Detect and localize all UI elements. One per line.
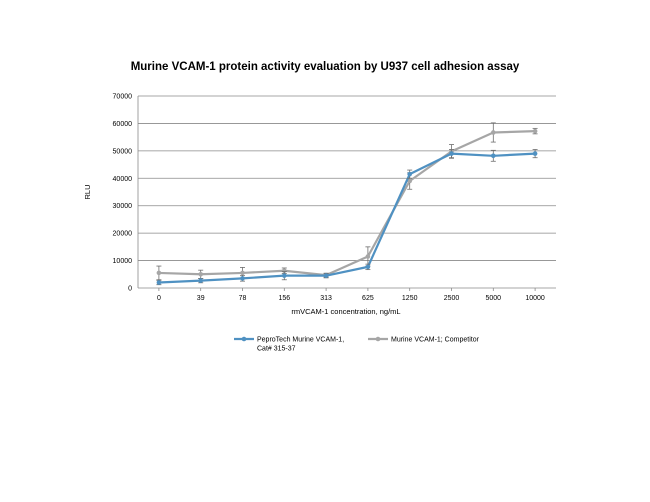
x-tick-label: 5000 (486, 295, 502, 302)
x-tick-label: 625 (362, 295, 374, 302)
data-point (198, 278, 203, 283)
y-tick-label: 60000 (113, 121, 133, 128)
y-tick-label: 0 (128, 286, 132, 293)
x-tick-label: 39 (197, 295, 205, 302)
y-axis-label: RLU (83, 184, 92, 199)
data-point (156, 280, 162, 285)
y-tick-label: 10000 (113, 258, 133, 265)
data-point (240, 270, 245, 276)
legend-entry-2: Murine VCAM-1; Competitor (368, 337, 480, 344)
data-point (156, 270, 162, 276)
y-tick-label: 40000 (113, 176, 133, 183)
y-tick-labels: 0 10000 20000 30000 40000 50000 60000 70000 (113, 94, 133, 293)
x-tick-label: 78 (239, 295, 247, 302)
y-tick-label: 30000 (113, 203, 133, 210)
legend-marker (241, 336, 247, 342)
data-point (491, 130, 496, 135)
legend: PeproTech Murine VCAM-1, Cat# 315-37 Murin… (234, 337, 480, 353)
x-tick-label: 10000 (525, 295, 545, 302)
data-point (365, 254, 371, 259)
legend-label: Murine VCAM-1; Competitor (391, 337, 480, 344)
legend-label: PeproTech Murine VCAM-1, (257, 337, 344, 344)
data-point (532, 128, 538, 134)
data-point (198, 271, 203, 277)
legend-marker (375, 336, 381, 342)
series-2 (156, 122, 538, 281)
data-point (282, 273, 287, 278)
x-tick-label: 0 (157, 295, 161, 302)
y-tick-label: 50000 (113, 148, 133, 155)
y-tick-label: 20000 (113, 231, 133, 238)
data-point (240, 276, 245, 281)
y-tick-label: 70000 (113, 94, 133, 101)
data-point (407, 178, 413, 184)
data-point (365, 264, 371, 270)
chart-title: Murine VCAM-1 protein activity evaluatio… (131, 61, 520, 73)
x-tick-label: 313 (320, 295, 332, 302)
x-axis-label: rmVCAM-1 concentration, ng/mL (291, 307, 400, 316)
x-tick-label: 156 (278, 295, 290, 302)
data-point (323, 273, 329, 278)
series-1 (156, 149, 538, 286)
data-point (491, 153, 496, 159)
series-group (156, 122, 538, 286)
series-line (158, 152, 536, 284)
x-tick-labels: 0 39 78 156 313 625 1250 2500 5000 10000 (157, 295, 545, 302)
x-tick-label: 2500 (444, 295, 460, 302)
axes (137, 96, 556, 291)
series-line (158, 130, 536, 277)
data-point (532, 151, 538, 156)
data-point (407, 171, 413, 177)
legend-label: Cat# 315-37 (257, 346, 296, 353)
data-point (449, 151, 454, 156)
x-tick-label: 1250 (402, 295, 418, 302)
legend-entry-1: PeproTech Murine VCAM-1, Cat# 315-37 (234, 337, 344, 353)
gridlines (138, 95, 556, 261)
